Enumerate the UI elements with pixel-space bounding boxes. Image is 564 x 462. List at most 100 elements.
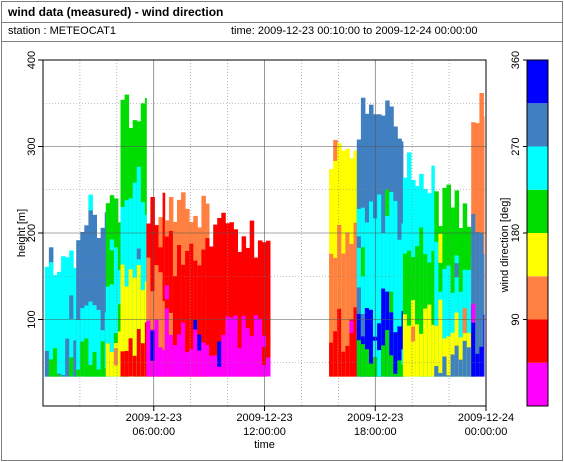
heat-cell <box>434 241 439 377</box>
heat-cell <box>57 374 62 377</box>
colorbar-tick-label: 90 <box>510 313 522 325</box>
heat-cell <box>364 222 370 377</box>
heat-cell <box>389 355 394 377</box>
heat-cell <box>88 301 93 377</box>
heat-cell <box>73 268 77 377</box>
heat-cell <box>140 202 146 377</box>
x-tick-label-date: 2009-12-24 <box>458 412 514 424</box>
heat-cell <box>369 309 374 377</box>
chart-title: wind data (measured) - wind direction <box>8 5 224 19</box>
heat-cell <box>245 247 251 377</box>
heat-cell <box>154 319 159 377</box>
heat-cell <box>349 244 354 377</box>
heat-cell <box>96 309 101 377</box>
heat-cell <box>241 315 247 377</box>
heat-cell <box>341 253 346 377</box>
heat-cell <box>397 326 402 377</box>
y-tick-label: 300 <box>26 137 38 155</box>
heat-cell <box>109 284 115 377</box>
colorbar-bin <box>527 146 548 190</box>
colorbar-bin <box>527 189 548 233</box>
heat-cell <box>454 312 460 377</box>
y-tick-label: 400 <box>26 51 38 69</box>
heat-cell <box>177 334 182 377</box>
heat-cell <box>423 232 428 377</box>
heat-cell <box>253 315 259 377</box>
heat-cell <box>197 265 202 377</box>
heat-cell <box>401 223 404 377</box>
heat-cell <box>431 324 435 377</box>
heat-cell <box>185 352 190 377</box>
heat-cell <box>136 265 142 377</box>
heat-cell <box>364 308 370 377</box>
heat-cell <box>458 291 464 377</box>
heat-cell <box>76 319 81 377</box>
heat-cell <box>360 314 366 337</box>
heat-cell <box>48 247 54 263</box>
station-label: station : METEOCAT1 <box>8 25 116 37</box>
colorbar-bin <box>527 103 548 147</box>
heat-cell <box>88 207 93 377</box>
heat-cell <box>419 333 424 377</box>
heat-cell <box>475 232 480 377</box>
heat-cell <box>225 316 230 377</box>
heat-cell <box>185 251 190 377</box>
heat-cell <box>96 369 101 377</box>
heat-cell <box>100 341 106 377</box>
heat-cell <box>381 345 386 377</box>
heat-cell <box>466 347 472 377</box>
heat-cell <box>393 332 398 377</box>
heat-cell <box>105 343 111 377</box>
heat-cell <box>104 368 107 377</box>
heat-cell <box>237 251 243 377</box>
heat-cell <box>333 140 338 161</box>
heat-cell <box>377 350 382 377</box>
heat-cell <box>446 375 451 377</box>
x-tick-label-time: 06:00:00 <box>132 426 175 438</box>
heat-cell <box>266 240 271 377</box>
heat-cell <box>438 373 443 377</box>
heat-cell <box>419 227 424 377</box>
heat-cell <box>241 236 247 377</box>
heat-cell <box>213 224 218 377</box>
heat-cell <box>61 375 66 377</box>
heat-cell <box>221 327 226 377</box>
heat-cell <box>177 245 182 377</box>
heat-cell <box>438 299 443 377</box>
heat-cell <box>349 319 354 377</box>
heat-cell <box>205 344 210 377</box>
heat-cell <box>113 333 119 348</box>
heat-cell <box>337 308 342 377</box>
heat-cell <box>164 236 170 377</box>
x-tick-label-date: 2009-12-23 <box>347 412 403 424</box>
heat-cell <box>389 312 394 377</box>
heat-cell <box>84 225 89 377</box>
y-tick-label: 200 <box>26 224 38 242</box>
heat-cell <box>471 214 476 377</box>
heat-cell <box>140 290 146 377</box>
heat-cell <box>113 247 119 377</box>
heat-cell <box>168 230 174 377</box>
colorbar-label: wind direction [deg] <box>499 198 511 294</box>
heat-cell <box>217 357 222 377</box>
heat-cell <box>377 194 382 377</box>
heat-cell <box>458 359 464 377</box>
heat-cell <box>438 233 443 263</box>
heat-cell <box>53 275 58 377</box>
heat-cell <box>136 248 142 260</box>
heat-cell <box>333 257 338 377</box>
heat-cell <box>345 345 350 377</box>
heat-cell <box>389 192 394 377</box>
heat-cell <box>402 314 408 377</box>
heat-cell <box>369 363 374 377</box>
heat-cell <box>168 334 174 377</box>
heat-cell <box>475 353 480 377</box>
heat-cell <box>237 347 243 377</box>
time-range-label: time: 2009-12-23 00:10:00 to 2009-12-24 … <box>231 25 478 37</box>
info-bar: station : METEOCAT1 time: 2009-12-23 00:… <box>2 23 562 42</box>
heat-cell <box>128 338 134 377</box>
heat-cell <box>124 286 130 377</box>
heat-cell <box>377 323 382 377</box>
heat-cell <box>132 355 138 377</box>
heat-cell <box>261 347 267 365</box>
